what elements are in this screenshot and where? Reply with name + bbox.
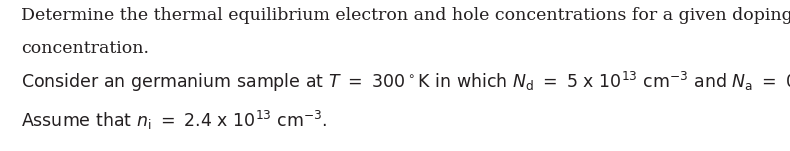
Text: Determine the thermal equilibrium electron and hole concentrations for a given d: Determine the thermal equilibrium electr… [21, 7, 790, 24]
Text: $\mathrm{Assume\ that\ }\mathit{n}_{\mathrm{i}}\mathrm{\ =\ 2.4\ x\ 10^{13}\ cm^: $\mathrm{Assume\ that\ }\mathit{n}_{\mat… [21, 109, 328, 132]
Text: $\mathrm{Consider\ an\ germanium\ sample\ at\ }\mathit{T}\mathrm{\ =\ 300{^\circ: $\mathrm{Consider\ an\ germanium\ sample… [21, 69, 790, 94]
Text: concentration.: concentration. [21, 40, 149, 57]
